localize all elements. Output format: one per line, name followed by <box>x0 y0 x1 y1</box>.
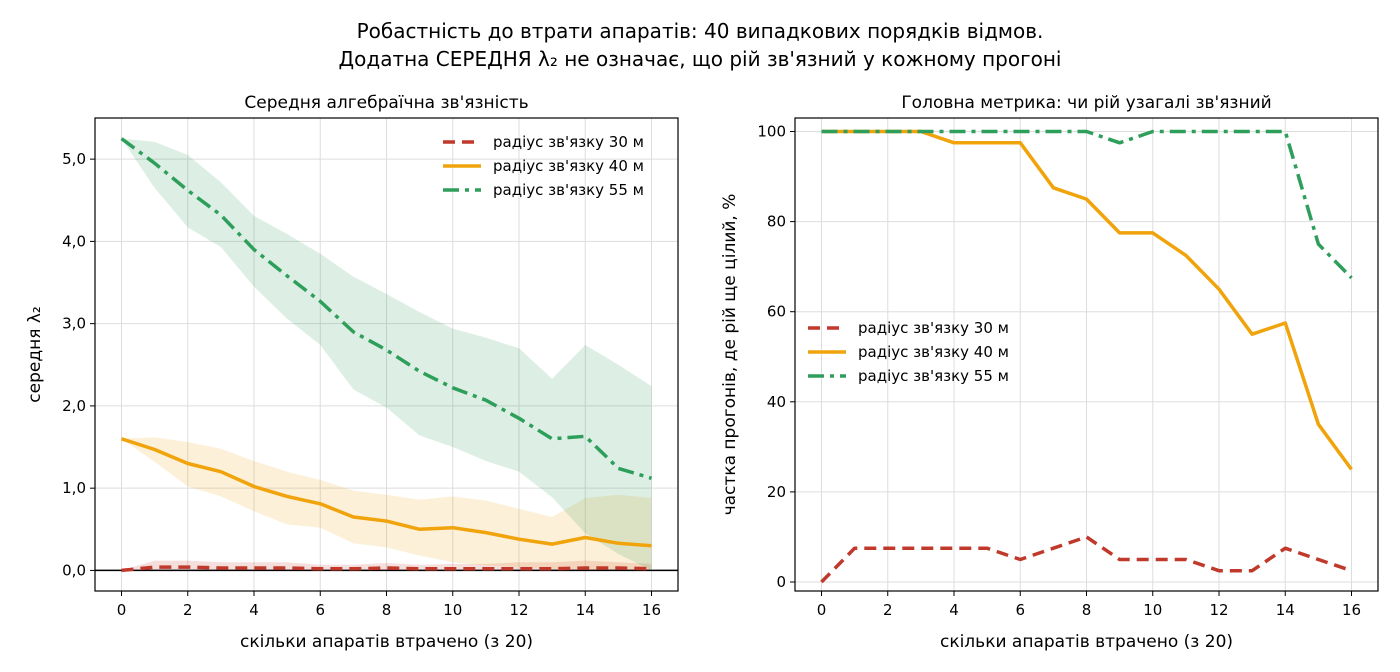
x-tick-label: 14 <box>1276 601 1295 619</box>
series-line-1 <box>820 535 1353 584</box>
figure-title-line2: Додатна СЕРЕДНЯ λ₂ не означає, що рій зв… <box>338 47 1062 71</box>
legend-label-3: радіус зв'язку 55 м <box>493 181 644 199</box>
x-tick-label: 12 <box>1209 601 1228 619</box>
y-tick-label: 3,0 <box>62 315 86 333</box>
x-tick-label: 6 <box>1015 601 1025 619</box>
y-axis-label: середня λ₂ <box>25 306 45 402</box>
x-tick-label: 12 <box>509 601 528 619</box>
x-tick-label: 2 <box>883 601 893 619</box>
chart-title: Головна метрика: чи рій узагалі зв'язний <box>901 93 1271 113</box>
y-tick-label: 0,0 <box>62 561 86 579</box>
x-axis-label: скільки апаратів втрачено (з 20) <box>940 632 1233 652</box>
legend-label-1: радіус зв'язку 30 м <box>493 133 644 151</box>
legend-label-1: радіус зв'язку 30 м <box>858 319 1009 337</box>
x-tick-label: 4 <box>949 601 959 619</box>
y-tick-label: 80 <box>767 213 786 231</box>
chart-title: Середня алгебраїчна зв'язність <box>244 93 528 113</box>
x-tick-label: 2 <box>183 601 193 619</box>
y-tick-label: 100 <box>757 123 786 141</box>
x-tick-label: 0 <box>817 601 827 619</box>
y-tick-label: 2,0 <box>62 397 86 415</box>
x-tick-label: 6 <box>315 601 325 619</box>
x-tick-label: 10 <box>443 601 462 619</box>
x-tick-label: 16 <box>642 601 661 619</box>
legend-label-2: радіус зв'язку 40 м <box>858 343 1009 361</box>
y-tick-label: 5,0 <box>62 150 86 168</box>
series-band-1 <box>121 560 652 571</box>
series-band-3 <box>121 138 652 571</box>
series-line-3 <box>821 129 1353 280</box>
series-band-2 <box>121 437 652 571</box>
x-axis-label: скільки апаратів втрачено (з 20) <box>240 632 533 652</box>
chart-1: 0 2 4 6 8 10 12 14 16 0,0 1,0 2,0 3,0 4,0 5,0 Середня а… <box>25 93 679 652</box>
series-line-3 <box>120 137 653 480</box>
chart-2: 0 2 4 6 8 10 12 14 16 0 20 40 60 80 100 Головна метрика… <box>720 93 1379 652</box>
legend-label-3: радіус зв'язку 55 м <box>858 367 1009 385</box>
y-tick-label: 40 <box>767 393 786 411</box>
x-tick-label: 14 <box>576 601 595 619</box>
x-tick-label: 16 <box>1342 601 1361 619</box>
y-tick-label: 4,0 <box>62 232 86 250</box>
x-tick-label: 0 <box>117 601 127 619</box>
figure-title-line1: Робастність до втрати апаратів: 40 випад… <box>356 19 1044 43</box>
legend: радіус зв'язку 30 м радіус зв'язку 40 м ра… <box>443 133 644 199</box>
x-tick-label: 8 <box>1082 601 1092 619</box>
y-tick-label: 1,0 <box>62 479 86 497</box>
x-tick-label: 8 <box>382 601 392 619</box>
x-tick-label: 4 <box>249 601 259 619</box>
y-tick-label: 60 <box>767 303 786 321</box>
y-axis-label: частка прогонів, де рій ще цілий, % <box>720 194 740 516</box>
series-line-2 <box>120 437 652 548</box>
x-tick-label: 10 <box>1143 601 1162 619</box>
y-tick-label: 0 <box>776 573 786 591</box>
series-line-1 <box>121 565 652 573</box>
legend-label-2: радіус зв'язку 40 м <box>493 157 644 175</box>
legend: радіус зв'язку 30 м радіус зв'язку 40 м ра… <box>808 319 1009 385</box>
y-tick-label: 20 <box>767 483 786 501</box>
